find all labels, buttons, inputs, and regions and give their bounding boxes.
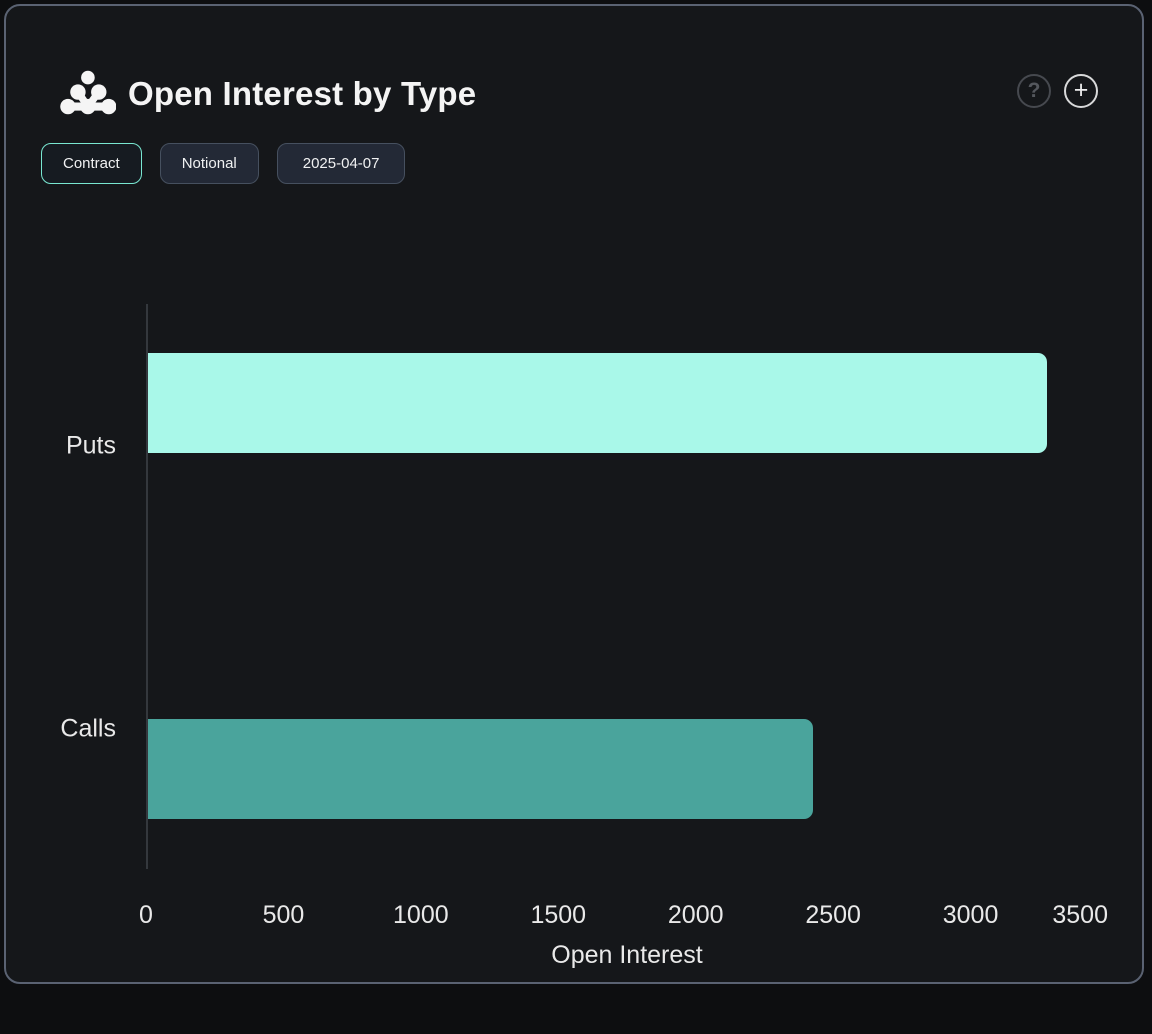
help-button[interactable]: ? [1017, 74, 1051, 108]
x-tick-label-1500: 1500 [530, 901, 587, 929]
app-logo-icon [60, 70, 116, 115]
y-tick-label-calls: Calls [60, 714, 116, 743]
page-title: Open Interest by Type [128, 75, 477, 112]
notional-toggle-button[interactable]: Notional [159, 143, 259, 184]
x-tick-label-3000: 3000 [942, 901, 999, 929]
x-tick-label-1000: 1000 [393, 901, 449, 929]
contract-toggle-button[interactable]: Contract [41, 143, 142, 184]
chart-panel: Open Interest by Type ? + Contract Notio… [4, 4, 1144, 984]
x-tick-label-2500: 2500 [805, 901, 861, 929]
x-tick-label-0: 0 [139, 901, 153, 929]
plus-icon: + [1073, 75, 1089, 104]
x-tick-label-3500: 3500 [1052, 901, 1108, 929]
x-tick-label-500: 500 [262, 901, 305, 929]
add-button[interactable]: + [1064, 74, 1098, 108]
y-tick-label-puts: Puts [65, 431, 116, 460]
bar-puts[interactable] [148, 353, 1047, 453]
question-icon: ? [1027, 79, 1041, 102]
bar-calls[interactable] [148, 719, 814, 819]
toolbar: Contract Notional 2025-04-07 [41, 143, 406, 184]
x-tick-label-2000: 2000 [667, 901, 724, 929]
y-axis-line [146, 304, 148, 869]
x-axis-title: Open Interest [551, 941, 703, 969]
date-selector-button[interactable]: 2025-04-07 [276, 143, 406, 184]
